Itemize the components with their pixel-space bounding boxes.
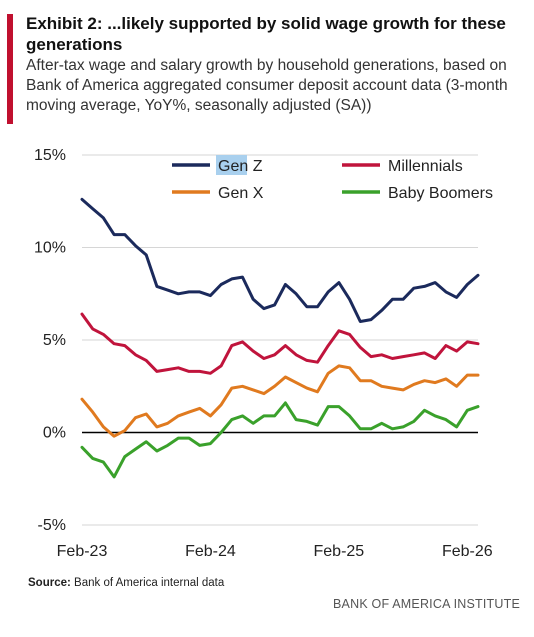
series-line-baby-boomers <box>80 401 480 479</box>
series-line-gen-x <box>80 364 480 438</box>
x-tick-label: Feb-24 <box>185 543 236 560</box>
chart-subtitle: After-tax wage and salary growth by hous… <box>26 57 508 114</box>
series-line-millennials <box>80 312 480 375</box>
x-tick-label: Feb-26 <box>442 543 493 560</box>
brand-label: BANK OF AMERICA INSTITUTE <box>333 597 520 611</box>
source-note: Source: Bank of America internal data <box>28 577 224 589</box>
gridlines <box>82 154 478 526</box>
y-axis-ticks: 15% 10% 5% 0% -5% <box>34 147 66 534</box>
y-tick-label: -5% <box>38 517 66 534</box>
legend: Gen Z Millennials Gen X Baby Boomers <box>172 155 493 202</box>
y-tick-label: 10% <box>34 240 66 257</box>
x-tick-label: Feb-23 <box>57 543 108 560</box>
x-axis-ticks: Feb-23 Feb-24 Feb-25 Feb-26 <box>57 543 493 560</box>
legend-highlight <box>216 155 247 175</box>
series-lines <box>80 197 480 479</box>
legend-label-baby-boomers: Baby Boomers <box>388 185 493 202</box>
y-tick-label: 0% <box>43 425 66 442</box>
legend-label-millennials: Millennials <box>388 158 463 175</box>
legend-label-gen-z: Gen Z <box>218 158 263 175</box>
y-tick-label: 5% <box>43 332 66 349</box>
x-tick-label: Feb-25 <box>314 543 365 560</box>
legend-label-gen-x: Gen X <box>218 185 264 202</box>
source-label: Source: <box>28 577 71 589</box>
series-line-gen-z <box>80 197 480 323</box>
accent-bar <box>7 14 13 124</box>
chart-title: Exhibit 2: ...likely supported by solid … <box>26 14 506 54</box>
source-text: Bank of America internal data <box>74 577 225 589</box>
y-tick-label: 15% <box>34 147 66 164</box>
